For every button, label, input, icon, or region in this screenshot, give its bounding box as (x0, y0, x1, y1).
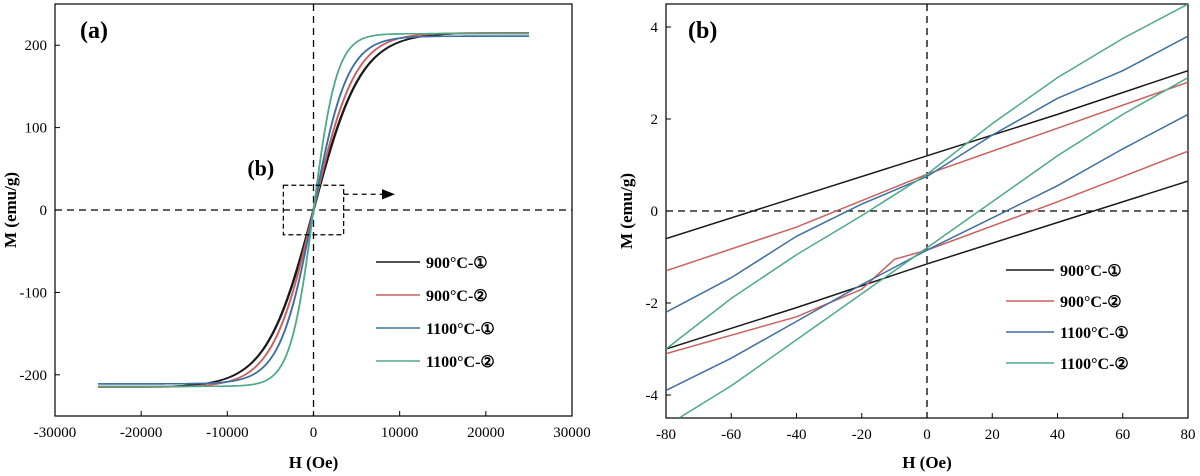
zoom-label: (b) (247, 155, 274, 180)
y-tick-label: 200 (25, 38, 48, 54)
y-tick-label: -100 (20, 285, 48, 301)
y-tick-label: 4 (651, 20, 659, 36)
legend: 900°C-① 900°C-② 1100°C-① 1100°C-② (376, 255, 495, 371)
legend: 900°C-① 900°C-② 1100°C-① 1100°C-② (1006, 263, 1129, 373)
legend-label: 1100°C-② (1060, 356, 1129, 373)
series-line-1-upper (666, 69, 1188, 240)
series-line-3-upper (666, 35, 1188, 313)
series-line-2-lower (666, 150, 1188, 355)
y-tick-label: -200 (20, 368, 48, 384)
legend-label: 900°C-② (1060, 294, 1122, 311)
x-tick-label: 60 (1115, 427, 1130, 443)
series-line-1-lower (666, 180, 1188, 350)
x-tick-label: 20000 (467, 425, 505, 441)
series-line-4-lower (98, 32, 529, 388)
series-group (666, 4, 1188, 418)
legend-label: 1100°C-① (426, 321, 495, 338)
x-tick-label: 30000 (553, 425, 591, 441)
series-line-3-lower (666, 113, 1188, 392)
y-tick-label: 100 (25, 121, 48, 137)
x-tick-label: 0 (923, 427, 931, 443)
y-axis-title: M (emu/g) (617, 173, 636, 249)
legend-label: 1100°C-② (426, 354, 495, 371)
y-tick-label: 0 (40, 203, 48, 219)
x-tick-label: -60 (721, 427, 741, 443)
x-axis-title: H (Oe) (902, 453, 952, 472)
x-tick-label: -20 (852, 427, 872, 443)
x-tick-label: 0 (310, 425, 318, 441)
y-axis-title: M (emu/g) (1, 172, 20, 248)
zoom-box (282, 184, 345, 236)
legend-label: 900°C-① (426, 255, 488, 272)
legend-label: 900°C-② (426, 288, 488, 305)
series-group (98, 32, 529, 388)
legend-label: 900°C-① (1060, 263, 1122, 280)
x-tick-label: 20 (985, 427, 1000, 443)
series-line-4-upper (666, 4, 1188, 350)
panel-label: (b) (688, 18, 717, 44)
x-tick-label: -30000 (34, 425, 77, 441)
panel-a: -30000 -20000 -10000 0 10000 20000 30000 -200 -1… (1, 3, 591, 472)
x-tick-label: 10000 (381, 425, 419, 441)
y-tick-label: 0 (651, 204, 659, 220)
series-line-4-lower (678, 76, 1188, 418)
y-tick-label: -2 (646, 296, 659, 312)
legend-label: 1100°C-① (1060, 325, 1129, 342)
y-tick-label: 2 (651, 112, 659, 128)
x-tick-label: -40 (787, 427, 807, 443)
x-tick-label: -80 (656, 427, 676, 443)
x-tick-label: -20000 (120, 425, 163, 441)
x-tick-label: -10000 (206, 425, 249, 441)
x-tick-label: 80 (1181, 427, 1196, 443)
y-tick-label: -4 (646, 388, 659, 404)
panel-label: (a) (80, 18, 108, 44)
x-tick-label: 40 (1050, 427, 1065, 443)
x-axis-title: H (Oe) (289, 453, 339, 472)
